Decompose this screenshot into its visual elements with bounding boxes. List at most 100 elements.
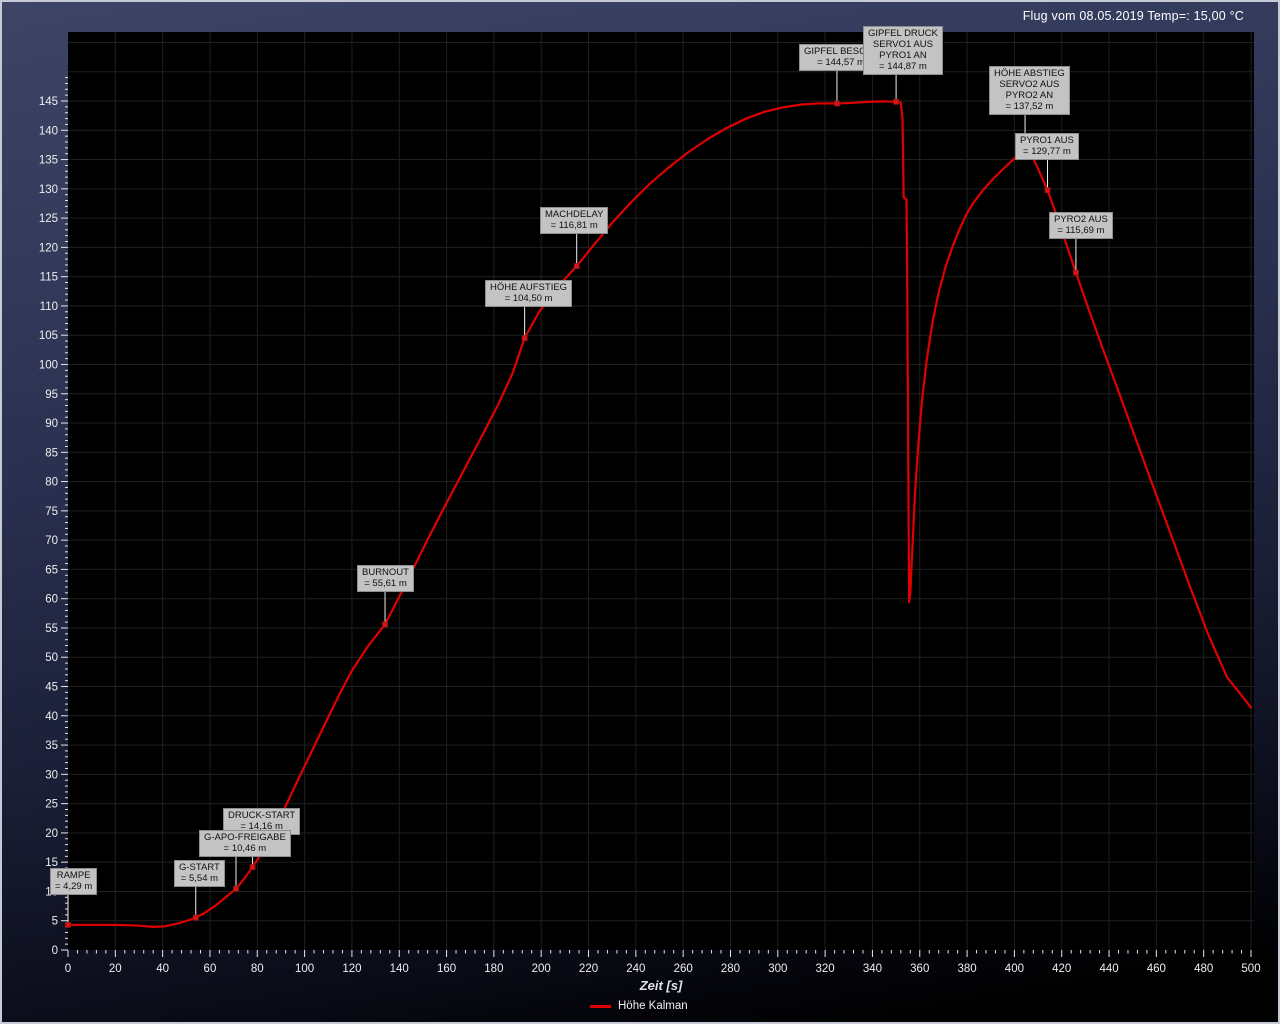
event-label-line: = 5,54 m [180,873,219,884]
x-tick-label: 320 [816,963,835,975]
flight-info-label: Flug vom 08.05.2019 Temp=: 15,00 °C [1022,9,1244,23]
data-point-marker [65,921,71,928]
data-point-marker [1044,187,1051,194]
data-point-marker [382,621,388,628]
event-label-line: RAMPE [56,870,91,881]
event-label-line: PYRO1 AUS [1020,135,1074,146]
event-label-pyro2-aus: PYRO2 AUS = 115,69 m [1049,212,1113,239]
event-label-burnout: BURNOUT = 55,61 m [357,565,414,592]
y-tick-label: 125 [39,213,58,225]
event-label-line: PYRO2 AN [1005,90,1054,101]
x-tick-label: 160 [437,963,456,975]
x-tick-label: 180 [484,963,503,975]
x-tick-label: 380 [957,963,976,975]
event-label-line: HÖHE AUFSTIEG [490,282,568,293]
event-label-line: = 14,16 m [240,821,283,832]
plot-area [68,32,1254,950]
data-point-marker [893,98,899,105]
event-label-line: MACHDELAY [545,209,604,220]
event-label-höhe-abstieg: HÖHE ABSTIEG SERVO2 AUS PYRO2 AN = 137,52 m [989,66,1070,115]
x-tick-label: 140 [390,963,409,975]
event-label-line: = 137,52 m [1005,101,1054,112]
x-tick-label: 220 [579,963,598,975]
y-tick-label: 25 [45,799,58,811]
y-tick-label: 100 [39,359,58,371]
y-tick-label: 85 [45,447,58,459]
event-label-line: HÖHE ABSTIEG [994,68,1065,79]
x-tick-label: 60 [204,963,217,975]
event-label-line: = 115,69 m [1057,225,1105,236]
y-tick-label: 45 [45,682,58,694]
header-bar: Flug vom 08.05.2019 Temp=: 15,00 °C [2,2,1278,32]
x-tick-label: 420 [1052,963,1071,975]
y-tick-label: 145 [39,96,58,108]
event-label-line: = 4,29 m [55,881,93,892]
y-tick-label: 35 [45,740,58,752]
event-label-machdelay: MACHDELAY = 116,81 m [540,207,609,234]
x-tick-label: 80 [251,963,264,975]
x-tick-label: 340 [863,963,882,975]
legend-line-icon [590,1004,611,1008]
event-label-rampe: RAMPE = 4,29 m [50,868,98,895]
event-label-line: = 104,50 m [504,293,553,304]
data-point-marker [834,100,840,107]
y-tick-label: 60 [45,594,58,606]
event-label-g-apo-freigabe: G-APO-FREIGABE = 10,46 m [199,830,291,857]
y-tick-label: 105 [39,330,58,342]
event-label-pyro1-aus: PYRO1 AUS = 129,77 m [1015,133,1079,160]
x-tick-label: 300 [768,963,787,975]
x-tick-label: 440 [1099,963,1118,975]
x-tick-label: 360 [910,963,929,975]
x-tick-label: 280 [721,963,740,975]
data-point-marker [192,914,199,921]
y-tick-label: 40 [45,711,58,723]
y-tick-label: 15 [45,857,58,869]
legend-series-label: Höhe Kalman [618,1000,688,1012]
data-point-marker [233,885,239,892]
x-tick-label: 240 [626,963,645,975]
y-tick-label: 95 [45,389,58,401]
y-tick-label: 75 [45,506,58,518]
data-point-marker [521,335,528,342]
y-tick-label: 70 [45,535,58,547]
event-label-line: = 10,46 m [223,843,267,854]
data-point-marker [573,263,580,269]
legend: Höhe Kalman [590,1000,688,1012]
event-label-höhe-aufstieg: HÖHE AUFSTIEG = 104,50 m [485,280,573,307]
y-tick-label: 130 [39,184,58,196]
event-label-g-start: G-START = 5,54 m [174,860,225,887]
event-label-line: BURNOUT [362,567,409,578]
x-tick-label: 260 [674,963,693,975]
y-tick-label: 55 [45,623,58,635]
y-tick-label: 0 [52,945,58,957]
event-label-line: PYRO1 AN [879,50,927,61]
x-tick-label: 40 [156,963,169,975]
event-label-line: G-START [179,862,220,873]
event-label-line: GIPFEL DRUCK [868,28,938,39]
x-tick-label: 100 [295,963,314,975]
event-label-line: DRUCK-START [228,810,296,821]
event-label-gipfel-druck: GIPFEL DRUCK SERVO1 AUS PYRO1 AN = 144,87 m [863,26,943,75]
event-label-line: = 129,77 m [1023,146,1071,157]
x-tick-label: 480 [1194,963,1213,975]
data-point-marker [1073,269,1079,276]
y-tick-label: 65 [45,564,58,576]
y-tick-label: 5 [52,916,58,928]
y-tick-label: 30 [45,769,58,781]
x-tick-label: 20 [109,963,122,975]
event-label-line: = 144,57 m [817,57,865,68]
y-tick-label: 50 [45,652,58,664]
x-tick-label: 0 [65,963,71,975]
x-tick-label: 460 [1147,963,1166,975]
event-label-line: SERVO2 AUS [999,79,1060,90]
event-label-line: G-APO-FREIGABE [204,832,286,843]
y-tick-label: 115 [40,272,58,284]
y-tick-label: 120 [39,242,58,254]
y-tick-label: 80 [45,477,58,489]
event-label-line: = 144,87 m [879,61,927,72]
y-tick-label: 20 [45,828,58,840]
x-tick-label: 500 [1241,963,1260,975]
event-label-line: GIPFEL BESCHL [804,46,879,57]
